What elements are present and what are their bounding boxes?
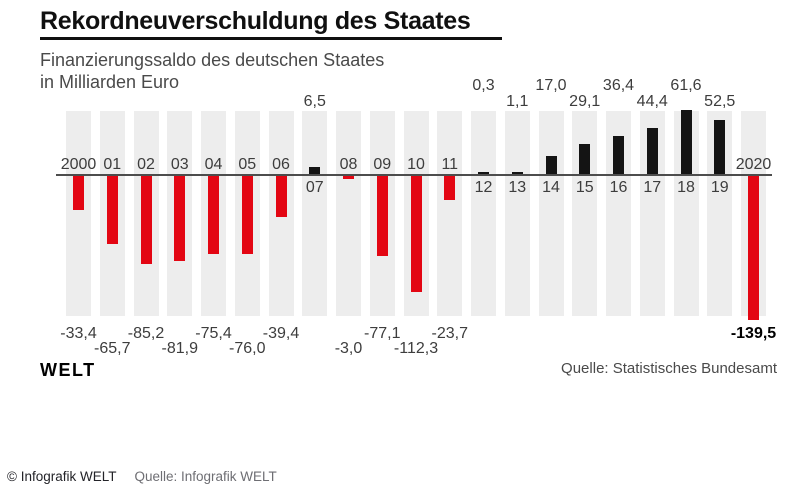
column-bg-11: [437, 111, 463, 316]
bar-06: [275, 176, 287, 217]
year-label-02: 02: [137, 156, 155, 173]
footer-source: Quelle: Infografik WELT: [134, 469, 277, 484]
column-bg-2000: [66, 111, 91, 316]
value-label-02: -85,2: [127, 325, 165, 342]
year-label-13: 13: [508, 179, 527, 196]
bar-16: [613, 136, 624, 174]
year-label-18: 18: [677, 179, 695, 196]
chart-title: Rekordneuverschuldung des Staates: [40, 7, 471, 35]
chart-subtitle-line1: Finanzierungssaldo des deutschen Staates: [40, 50, 385, 70]
year-label-16: 16: [609, 179, 628, 196]
value-label-04: -75,4: [195, 325, 232, 342]
bar-05: [241, 176, 253, 255]
value-label-05: -76,0: [229, 340, 266, 357]
year-label-2000: 2000: [60, 156, 97, 173]
bar-09: [376, 176, 388, 256]
year-label-12: 12: [474, 179, 493, 196]
value-label-09: -77,1: [364, 325, 401, 342]
year-label-05: 05: [238, 156, 257, 173]
column-bg-13: [504, 111, 530, 316]
column-bg-07: [302, 111, 328, 316]
value-label-16: 36,4: [602, 77, 635, 94]
bar-18: [680, 110, 692, 174]
year-label-14: 14: [542, 179, 560, 196]
value-label-14: 17,0: [535, 77, 567, 94]
column-bg-14: [538, 111, 564, 316]
title-underline: [40, 37, 502, 40]
chart-subtitle-line2: in Milliarden Euro: [40, 72, 180, 92]
value-label-18: 61,6: [670, 77, 702, 94]
bar-11: [444, 176, 456, 201]
bar-17: [646, 128, 658, 174]
bar-08: [343, 176, 354, 180]
zero-axis-line: [56, 174, 772, 176]
bar-15: [579, 143, 591, 174]
bar-12: [478, 172, 489, 174]
column-bg-08: [336, 111, 361, 316]
value-label-12: 0,3: [472, 77, 495, 94]
value-label-03: -81,9: [161, 340, 198, 357]
chart-subtitle: Finanzierungssaldo des deutschen Staates…: [40, 49, 384, 93]
year-label-10: 10: [407, 156, 425, 173]
year-label-07: 07: [305, 179, 324, 196]
value-label-13: 1,1: [506, 93, 529, 110]
year-label-2020: 2020: [735, 156, 772, 173]
value-label-08: -3,0: [334, 340, 363, 357]
year-label-06: 06: [272, 156, 290, 173]
value-label-17: 44,4: [636, 93, 668, 110]
bar-07: [309, 167, 321, 174]
bar-10: [410, 176, 422, 292]
footer-bar: © Infografik WELT Quelle: Infografik WELT: [7, 469, 277, 484]
bar-19: [714, 119, 726, 174]
bar-14: [545, 156, 557, 174]
footer-copyright: © Infografik WELT: [7, 469, 117, 484]
year-label-01: 01: [103, 156, 122, 173]
column-bg-12: [471, 111, 496, 316]
year-label-19: 19: [710, 179, 729, 196]
bar-04: [208, 176, 219, 254]
value-label-07: 6,5: [303, 93, 326, 110]
bar-2020: [748, 176, 759, 320]
year-label-03: 03: [170, 156, 189, 173]
value-label-2000: -33,4: [60, 325, 97, 342]
bar-03: [174, 176, 186, 261]
bar-13: [511, 172, 523, 174]
year-label-11: 11: [441, 156, 459, 173]
year-label-08: 08: [339, 156, 358, 173]
value-label-06: -39,4: [262, 325, 300, 342]
value-label-10: -112,3: [393, 340, 439, 357]
value-label-01: -65,7: [94, 340, 131, 357]
bar-2000: [73, 176, 84, 211]
year-label-04: 04: [204, 156, 223, 173]
year-label-15: 15: [575, 179, 594, 196]
welt-logo: WELT: [40, 360, 96, 380]
chart-source-text: Quelle: Statistisches Bundesamt: [561, 360, 777, 377]
value-label-11: -23,7: [431, 325, 468, 342]
column-bg-15: [572, 111, 598, 316]
bar-01: [106, 176, 118, 244]
year-label-17: 17: [643, 179, 662, 196]
year-label-09: 09: [373, 156, 392, 173]
bar-02: [140, 176, 152, 264]
value-label-19: 52,5: [704, 93, 736, 110]
value-label-15: 29,1: [569, 93, 601, 110]
value-label-2020: -139,5: [730, 325, 777, 342]
